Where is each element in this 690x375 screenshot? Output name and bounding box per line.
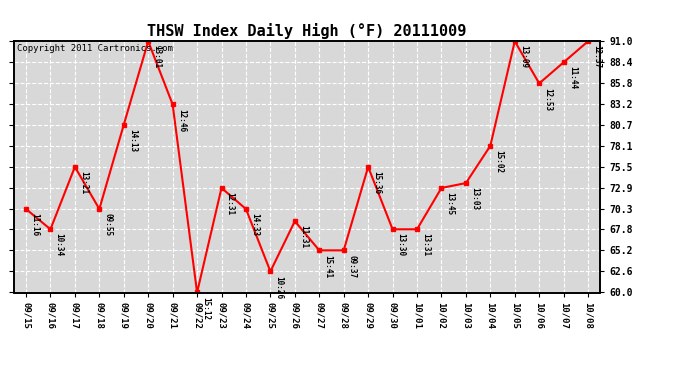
Text: 15:36: 15:36 [373,171,382,194]
Text: 10:34: 10:34 [55,234,63,256]
Text: 10:26: 10:26 [275,276,284,299]
Text: 15:41: 15:41 [324,255,333,278]
Text: 09:55: 09:55 [104,213,112,236]
Text: 12:31: 12:31 [226,192,235,215]
Text: 13:01: 13:01 [152,45,161,69]
Text: 13:45: 13:45 [446,192,455,215]
Text: 09:37: 09:37 [348,255,357,278]
Text: 12:46: 12:46 [177,109,186,132]
Text: 11:44: 11:44 [568,66,577,90]
Text: 13:30: 13:30 [397,234,406,256]
Text: 13:09: 13:09 [519,45,528,69]
Text: 13:21: 13:21 [79,171,88,194]
Text: 12:37: 12:37 [592,45,601,69]
Text: 13:31: 13:31 [421,234,430,256]
Text: 12:53: 12:53 [543,87,553,111]
Text: 14:13: 14:13 [128,129,137,152]
Text: 14:33: 14:33 [250,213,259,236]
Text: Copyright 2011 Cartronics.com: Copyright 2011 Cartronics.com [17,44,172,53]
Text: 15:12: 15:12 [201,297,210,320]
Text: 11:16: 11:16 [30,213,39,236]
Text: 11:31: 11:31 [299,225,308,249]
Text: 15:02: 15:02 [495,150,504,173]
Title: THSW Index Daily High (°F) 20111009: THSW Index Daily High (°F) 20111009 [148,23,466,39]
Text: 13:03: 13:03 [470,187,479,210]
